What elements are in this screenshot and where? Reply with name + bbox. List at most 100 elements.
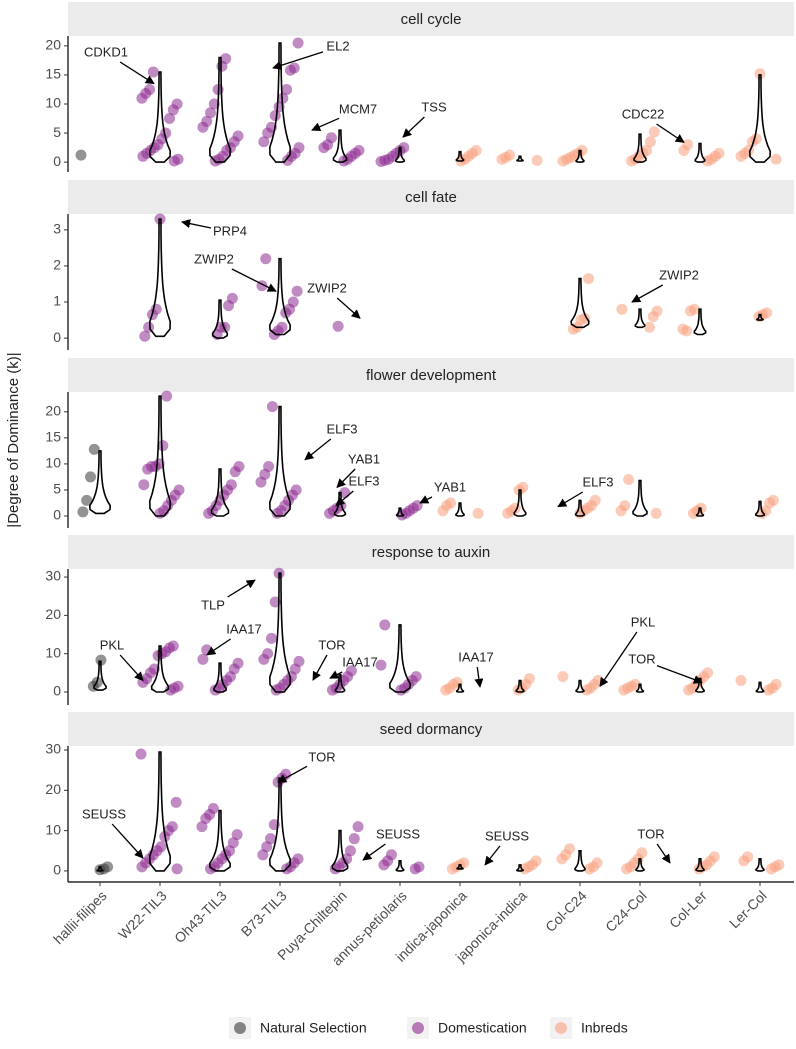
violin [755, 858, 765, 872]
annotation-arrow [557, 491, 584, 508]
data-point [154, 507, 166, 519]
y-tick-label: 10 [45, 95, 61, 111]
data-point [326, 684, 338, 696]
y-tick-label: 30 [45, 741, 61, 757]
violin [208, 809, 232, 872]
data-point [348, 833, 360, 845]
data-point [260, 253, 272, 265]
annotation-label: ZWIP2 [194, 251, 234, 266]
data-point [616, 303, 628, 315]
data-point [270, 684, 282, 696]
annotation-arrow [311, 117, 340, 132]
data-point [88, 443, 100, 455]
y-tick-label: 0 [53, 153, 61, 169]
annotation-label: YAB1 [434, 479, 466, 494]
facet-title: cell cycle [401, 11, 462, 28]
y-tick-label: 0 [53, 683, 61, 699]
data-point [519, 863, 531, 875]
annotation-arrow [656, 843, 671, 864]
annotation-label: ZWIP2 [307, 280, 347, 295]
data-point [258, 136, 270, 148]
violin [694, 142, 706, 163]
facet-title: seed dormancy [380, 721, 483, 738]
violin [515, 864, 525, 872]
data-point [171, 863, 183, 875]
data-point [262, 127, 274, 139]
strip [68, 2, 794, 36]
violin [211, 299, 229, 339]
violin [333, 491, 347, 517]
annotation-label: SEUSS [376, 826, 420, 841]
y-axis-title: |Degree of Dominance (k)| [5, 352, 22, 527]
data-point [95, 654, 107, 666]
violin [213, 662, 227, 693]
data-point [85, 471, 96, 483]
annotation-arrow [329, 670, 343, 679]
violin [148, 71, 172, 163]
strip [68, 712, 794, 746]
annotation-arrow [419, 495, 433, 504]
data-point [621, 863, 633, 875]
data-point [201, 644, 213, 656]
y-tick-label: 0 [53, 329, 61, 345]
y-tick-label: 0 [53, 862, 61, 878]
violin [515, 679, 525, 693]
annotation-label: EL2 [326, 38, 349, 53]
data-point [378, 859, 390, 871]
annotation-arrow [362, 843, 386, 861]
annotation-label: IAA17 [458, 649, 493, 664]
facet-title: cell fate [405, 189, 457, 206]
data-point [395, 684, 407, 696]
y-tick-label: 1 [53, 293, 61, 309]
data-point [531, 154, 543, 166]
legend-marker [412, 1022, 424, 1034]
violin [754, 500, 766, 517]
annotation-arrow [312, 654, 328, 681]
annotation-label: PKL [100, 637, 125, 652]
violin [93, 660, 107, 691]
data-point [556, 853, 568, 865]
data-point [396, 509, 408, 521]
data-point [650, 507, 662, 519]
violin [693, 308, 707, 336]
violin [755, 681, 765, 693]
violin [632, 479, 648, 517]
violin [575, 679, 585, 693]
annotation-label: YAB1 [348, 451, 380, 466]
data-point [735, 674, 747, 686]
annotation-arrow [402, 116, 425, 138]
data-point [440, 684, 452, 696]
violin [456, 864, 464, 870]
data-point [379, 619, 391, 631]
legend-marker [555, 1022, 567, 1034]
violin [755, 313, 765, 321]
violin [574, 499, 586, 517]
data-point [196, 821, 208, 833]
data-point [324, 507, 336, 519]
strip [68, 180, 794, 214]
data-point [170, 796, 182, 808]
strip [68, 535, 794, 569]
data-point [644, 136, 656, 148]
data-point [352, 821, 364, 833]
annotation-arrow [336, 297, 361, 319]
violin [516, 155, 524, 162]
data-point [647, 310, 659, 322]
annotation-label: PKL [631, 614, 656, 629]
annotation-arrow [656, 123, 685, 143]
annotation-label: ZWIP2 [659, 267, 699, 282]
violin [634, 308, 646, 329]
violin [695, 858, 705, 872]
violin [575, 149, 585, 163]
annotation-label: ELF3 [582, 474, 613, 489]
y-tick-label: 10 [45, 821, 61, 837]
violin [635, 858, 645, 872]
data-point [318, 142, 330, 154]
data-point [735, 150, 747, 162]
annotation-arrow [304, 438, 332, 461]
data-point [284, 64, 296, 76]
data-point [142, 463, 154, 475]
data-point [81, 494, 93, 506]
data-point [138, 479, 150, 491]
data-point [375, 659, 387, 671]
